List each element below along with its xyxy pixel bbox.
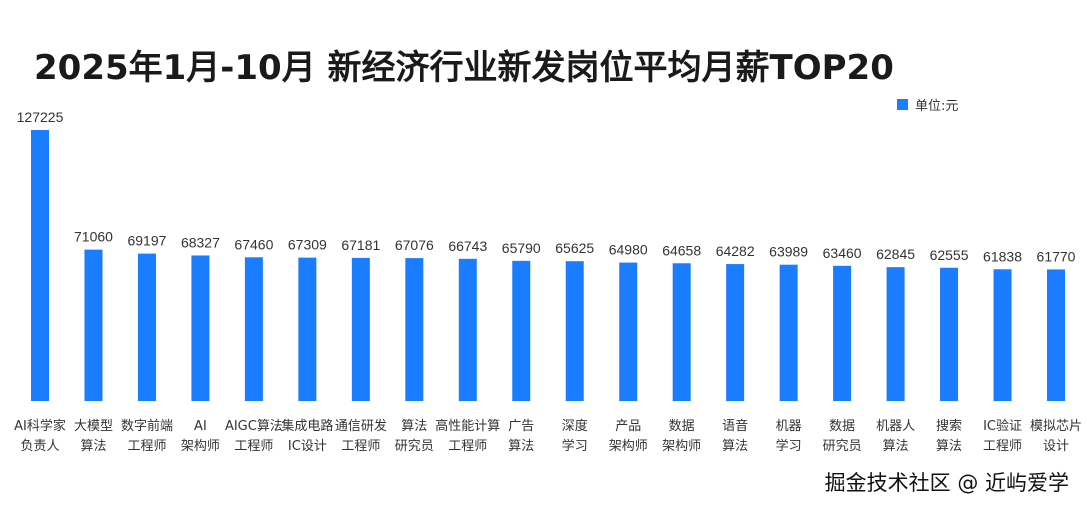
- legend-label: 单位:元: [915, 99, 959, 114]
- x-tick-label: 学习: [776, 438, 802, 454]
- x-tick-label: 数据: [829, 419, 855, 434]
- chart-title: 2025年1月-10月 新经济行业新发岗位平均月薪TOP20: [34, 48, 894, 88]
- bar: [779, 264, 798, 401]
- data-label: 65625: [555, 240, 594, 256]
- x-tick-label: 架构师: [181, 439, 220, 454]
- x-tick-label: 架构师: [609, 439, 648, 454]
- x-tick-label: 工程师: [983, 439, 1022, 454]
- bar: [726, 264, 745, 401]
- bar: [833, 265, 852, 401]
- data-label: 67460: [234, 236, 273, 252]
- x-tick-label: IC设计: [288, 439, 327, 454]
- legend-swatch: [897, 99, 908, 110]
- data-label: 127225: [17, 109, 64, 125]
- bar: [993, 269, 1012, 401]
- x-tick-label: 研究员: [823, 439, 862, 454]
- data-label: 69197: [127, 233, 166, 249]
- x-tick-label: 通信研发: [335, 418, 387, 434]
- bar: [244, 257, 263, 401]
- data-label: 64980: [609, 242, 648, 258]
- bar: [31, 130, 49, 401]
- x-tick-label: 模拟芯片: [1030, 419, 1082, 434]
- x-tick-label: 算法: [80, 439, 106, 454]
- data-label: 62555: [930, 247, 969, 263]
- x-tick-label: 工程师: [127, 439, 166, 454]
- legend: 单位:元: [897, 95, 958, 114]
- x-tick-label: 算法: [508, 439, 534, 454]
- x-tick-label: 架构师: [662, 439, 701, 454]
- data-label: 62845: [876, 246, 915, 262]
- x-tick-label: AIGC算法: [225, 419, 283, 434]
- bar: [512, 260, 531, 401]
- bar: [137, 253, 156, 401]
- data-label: 68327: [181, 234, 220, 250]
- data-label: 64282: [716, 243, 755, 259]
- x-tick-label: 工程师: [234, 439, 273, 454]
- bar: [458, 258, 477, 401]
- x-tick-label: 搜索: [936, 419, 962, 434]
- bar: [191, 255, 210, 401]
- bar: [298, 257, 317, 401]
- data-label: 67076: [395, 237, 434, 253]
- x-tick-label: 集成电路: [281, 418, 333, 434]
- x-tick-label: 深度: [562, 418, 588, 434]
- data-label: 67181: [341, 237, 380, 253]
- data-label: 63460: [823, 245, 862, 261]
- x-tick-label: 高性能计算: [435, 418, 500, 434]
- x-tick-label: 语音: [722, 418, 748, 434]
- data-label: 63989: [769, 244, 808, 260]
- bar: [1047, 269, 1065, 401]
- data-label: 64658: [662, 242, 701, 258]
- bar: [619, 262, 638, 401]
- x-tick-label: IC验证: [983, 418, 1022, 434]
- x-tick-label: 设计: [1043, 439, 1069, 454]
- data-label: 67309: [288, 237, 327, 253]
- x-tick-label: 数据: [669, 419, 695, 434]
- bar: [405, 258, 424, 401]
- x-tick-label: 算法: [936, 439, 962, 454]
- x-tick-label: 算法: [883, 439, 909, 454]
- data-label: 66743: [448, 238, 487, 254]
- bar: [565, 261, 584, 401]
- x-tick-label: 算法: [401, 419, 427, 434]
- x-tick-label: 学习: [562, 438, 588, 454]
- bar: [84, 249, 103, 401]
- x-tick-label: 负责人: [20, 439, 59, 454]
- x-tick-label: 算法: [722, 439, 748, 454]
- data-label: 71060: [74, 229, 113, 245]
- x-tick-label: 产品: [615, 419, 641, 434]
- x-tick-label: 研究员: [395, 439, 434, 454]
- x-tick-label: 工程师: [448, 439, 487, 454]
- data-label: 61770: [1037, 248, 1076, 264]
- x-tick-label: 大模型: [74, 419, 113, 434]
- watermark: 掘金技术社区 @ 近屿爱学: [824, 471, 1069, 495]
- bar: [886, 267, 905, 401]
- x-tick-label: AI: [194, 419, 207, 434]
- bar: [940, 267, 959, 401]
- x-tick-label: 机器人: [876, 419, 915, 434]
- x-tick-label: AI科学家: [14, 418, 66, 434]
- bar: [672, 263, 691, 401]
- x-tick-label: 数字前端: [121, 418, 173, 434]
- data-label: 65790: [502, 240, 541, 256]
- x-tick-label: 广告: [508, 419, 534, 434]
- data-label: 61838: [983, 248, 1022, 264]
- x-tick-label: 工程师: [341, 439, 380, 454]
- bar: [351, 257, 370, 401]
- x-tick-label: 机器: [776, 419, 802, 434]
